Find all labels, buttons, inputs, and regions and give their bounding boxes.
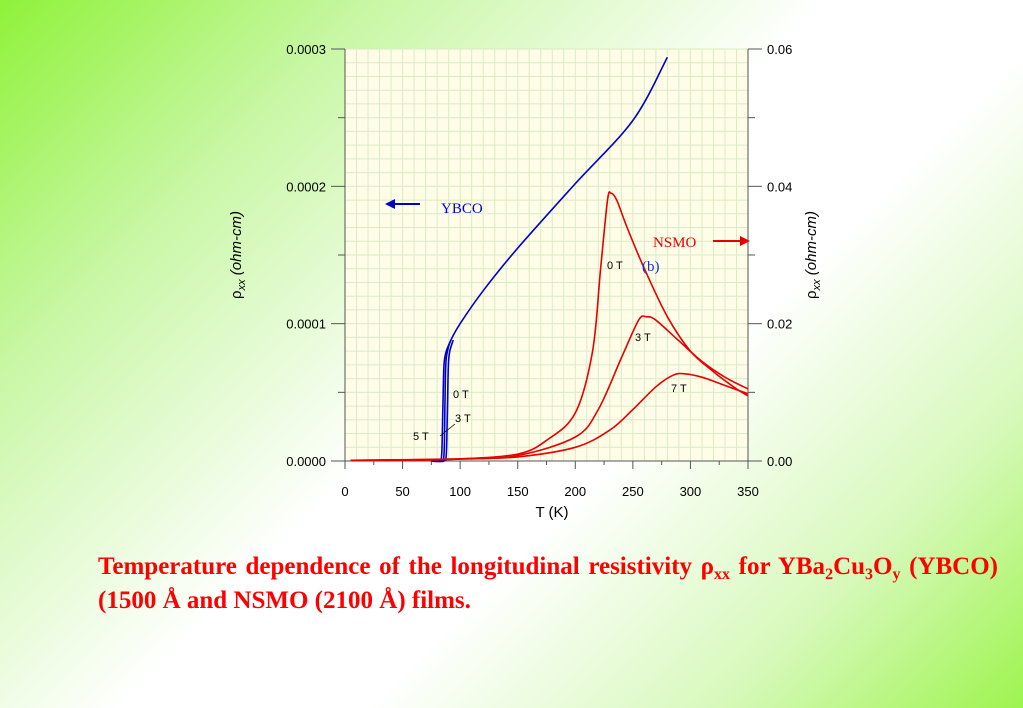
y-axis-left-title: ρxx (ohm-cm) <box>228 211 248 299</box>
caption-sub-2: 2 <box>825 566 834 583</box>
series-line-ybco-3t <box>437 339 454 463</box>
x-tick-label: 300 <box>680 484 702 499</box>
caption-formula-cu: Cu <box>833 553 866 580</box>
y-right-tick-label: 0.04 <box>767 179 792 194</box>
y-left-subscript: xx <box>236 279 248 292</box>
y-right-tick-label: 0.02 <box>767 317 792 332</box>
y-right-symbol: ρ <box>803 290 820 299</box>
tick-labels: 0 50 100 150 200 250 300 350 0.0000 0.0001 0.0002 0… <box>286 42 792 499</box>
x-tick-label: 250 <box>622 484 644 499</box>
series-line-nsmo-7t <box>350 372 749 462</box>
y-left-tick-label: 0.0000 <box>286 454 326 469</box>
ybco-annotation: YBCO <box>385 199 483 217</box>
series-lines <box>350 56 749 463</box>
y-left-tick-label: 0.0001 <box>286 317 326 332</box>
nsmo-arrow-head <box>740 236 750 246</box>
caption-formula-ya: YBa <box>777 553 826 580</box>
caption-text-1-end: for <box>730 553 771 580</box>
y-left-symbol: ρ <box>228 290 245 299</box>
y-left-tick-label: 0.0003 <box>286 42 326 57</box>
x-tick-label: 100 <box>449 484 471 499</box>
nsmo-0t-label: 0 T <box>607 260 623 272</box>
ybco-3t-label: 3 T <box>455 413 471 425</box>
caption-sub-3: 3 <box>865 566 874 583</box>
caption-rho-sub: xx <box>714 566 731 583</box>
caption-text-1: Temperature dependence of the longitudin… <box>98 553 701 580</box>
x-axis-title: T (K) <box>535 504 568 521</box>
caption-text-2: (YBCO) (1500 Å and NSMO (2100 Å) films. <box>98 553 998 614</box>
series-line-ybco-5t <box>431 339 452 463</box>
resistivity-chart: 0 50 100 150 200 250 300 350 0.0000 0.0001 0.0002 0… <box>228 42 823 521</box>
x-tick-label: 350 <box>737 484 759 499</box>
y-right-tick-label: 0.06 <box>767 42 792 57</box>
x-tick-label: 200 <box>564 484 586 499</box>
y-axis-right-title: ρxx (ohm-cm) <box>803 211 823 299</box>
nsmo-label: NSMO <box>653 235 697 251</box>
y-left-tick-label: 0.0002 <box>286 179 326 194</box>
x-tick-label: 50 <box>395 484 409 499</box>
caption-formula-o: O <box>873 553 893 580</box>
figure-caption: Temperature dependence of the longitudin… <box>98 550 998 618</box>
panel-label: (b) <box>642 259 660 275</box>
caption-sub-y: y <box>892 566 901 583</box>
ybco-arrow-head <box>385 199 395 209</box>
ybco-5t-label: 5 T <box>413 431 429 443</box>
ybco-label: YBCO <box>441 201 483 217</box>
nsmo-3t-label: 3 T <box>635 332 651 344</box>
y-right-subscript: xx <box>811 279 823 292</box>
series-line-ybco-0t <box>434 56 669 463</box>
ybco-0t-label: 0 T <box>453 389 469 401</box>
x-tick-label: 150 <box>507 484 529 499</box>
nsmo-annotation: NSMO <box>653 235 750 251</box>
caption-rho: ρ <box>700 553 715 580</box>
y-right-tick-label: 0.00 <box>767 454 792 469</box>
y-right-unit: (ohm-cm) <box>803 211 820 279</box>
x-tick-label: 0 <box>341 484 348 499</box>
ybco-3t-leader <box>439 423 456 437</box>
nsmo-7t-label: 7 T <box>671 383 687 395</box>
y-left-unit: (ohm-cm) <box>228 211 245 279</box>
